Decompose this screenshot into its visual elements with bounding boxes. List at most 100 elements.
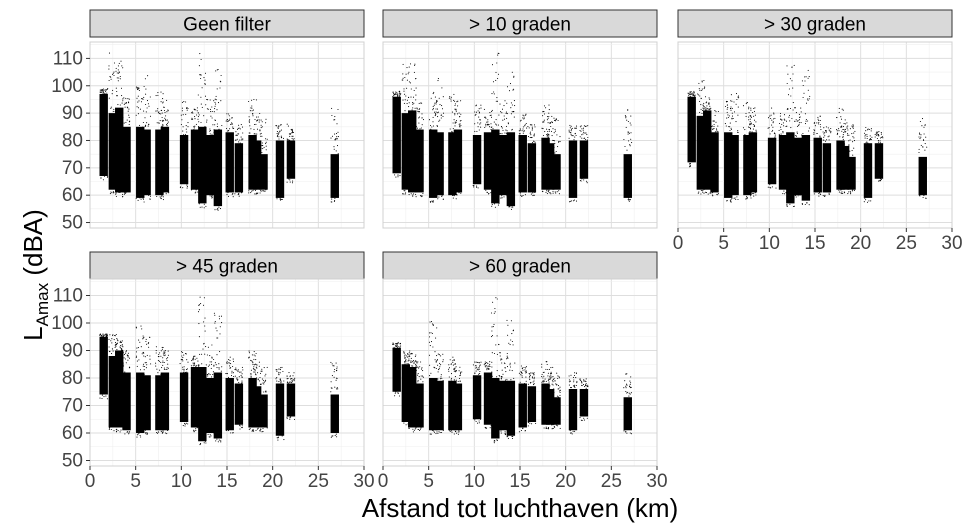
outlier-point	[137, 95, 139, 97]
point-cluster	[330, 107, 339, 203]
y-tick-label: 50	[62, 451, 83, 472]
outlier-point	[186, 368, 188, 370]
outlier-point	[395, 391, 397, 393]
outlier-point	[256, 116, 258, 118]
outlier-point	[234, 375, 236, 377]
outlier-point	[149, 198, 151, 200]
outlier-point	[478, 362, 480, 364]
point-cluster	[552, 118, 561, 195]
outlier-point	[692, 94, 694, 97]
outlier-point	[116, 90, 118, 93]
outlier-point	[330, 391, 332, 393]
outlier-point	[149, 358, 151, 360]
outlier-point	[487, 366, 489, 368]
outlier-point	[489, 365, 491, 368]
outlier-point	[549, 372, 552, 375]
outlier-point	[149, 96, 151, 98]
outlier-point	[505, 125, 508, 127]
outlier-point	[474, 419, 476, 421]
outlier-point	[628, 132, 631, 134]
outlier-point	[143, 374, 145, 376]
outlier-point	[556, 372, 558, 374]
x-tick-label: 20	[262, 471, 283, 492]
outlier-point	[842, 136, 844, 139]
outlier-point	[261, 431, 263, 433]
outlier-point	[248, 350, 250, 352]
outlier-point	[145, 338, 147, 340]
point-cluster	[483, 361, 493, 429]
outlier-point	[138, 89, 140, 92]
outlier-point	[542, 134, 545, 137]
outlier-point	[436, 327, 438, 329]
outlier-point	[436, 125, 438, 127]
outlier-point	[144, 117, 146, 119]
outlier-point	[265, 118, 267, 120]
outlier-point	[628, 197, 630, 199]
outlier-point	[486, 123, 488, 125]
outlier-point	[288, 139, 290, 141]
outlier-point	[121, 345, 123, 347]
outlier-point	[113, 192, 115, 194]
outlier-point	[569, 200, 571, 202]
outlier-point	[817, 123, 820, 125]
outlier-point	[276, 380, 278, 382]
outlier-point	[529, 375, 531, 377]
outlier-point	[254, 355, 256, 357]
outlier-point	[122, 354, 124, 357]
outlier-point	[511, 71, 513, 73]
outlier-point	[710, 126, 713, 128]
outlier-point	[336, 366, 338, 368]
outlier-point	[489, 114, 491, 117]
outlier-point	[256, 128, 259, 130]
outlier-point	[266, 138, 268, 140]
outlier-point	[628, 392, 630, 394]
outlier-point	[440, 117, 442, 119]
outlier-point	[146, 432, 148, 434]
outlier-point	[411, 353, 413, 355]
outlier-point	[521, 368, 523, 370]
outlier-point	[148, 346, 150, 348]
outlier-point	[164, 432, 167, 434]
outlier-point	[792, 102, 794, 104]
point-cluster	[506, 71, 516, 210]
cluster-core	[724, 132, 733, 198]
outlier-point	[838, 111, 840, 113]
outlier-point	[477, 126, 479, 128]
outlier-point	[840, 116, 842, 118]
outlier-point	[918, 132, 921, 134]
outlier-point	[254, 383, 256, 385]
outlier-point	[400, 93, 402, 95]
outlier-point	[755, 194, 757, 196]
outlier-point	[128, 123, 130, 126]
outlier-point	[262, 382, 264, 384]
outlier-point	[278, 373, 280, 375]
outlier-point	[455, 371, 457, 373]
outlier-point	[289, 179, 291, 181]
outlier-point	[698, 191, 700, 193]
outlier-point	[280, 135, 282, 137]
outlier-point	[181, 351, 183, 353]
point-cluster	[472, 361, 482, 424]
outlier-point	[509, 344, 511, 346]
outlier-point	[487, 368, 490, 370]
outlier-point	[121, 348, 123, 350]
outlier-point	[775, 187, 777, 189]
outlier-point	[925, 197, 927, 199]
cluster-core	[499, 380, 508, 431]
outlier-point	[404, 110, 406, 112]
outlier-point	[117, 69, 119, 71]
outlier-point	[142, 338, 144, 340]
outlier-point	[922, 146, 924, 148]
outlier-point	[730, 106, 732, 108]
outlier-point	[550, 130, 553, 132]
outlier-point	[511, 437, 514, 440]
outlier-point	[217, 337, 219, 339]
outlier-point	[585, 381, 587, 383]
outlier-point	[828, 129, 830, 131]
outlier-point	[730, 100, 732, 102]
outlier-point	[450, 379, 452, 381]
outlier-point	[218, 439, 220, 441]
outlier-point	[331, 198, 333, 200]
outlier-point	[232, 360, 235, 362]
outlier-point	[235, 131, 237, 133]
